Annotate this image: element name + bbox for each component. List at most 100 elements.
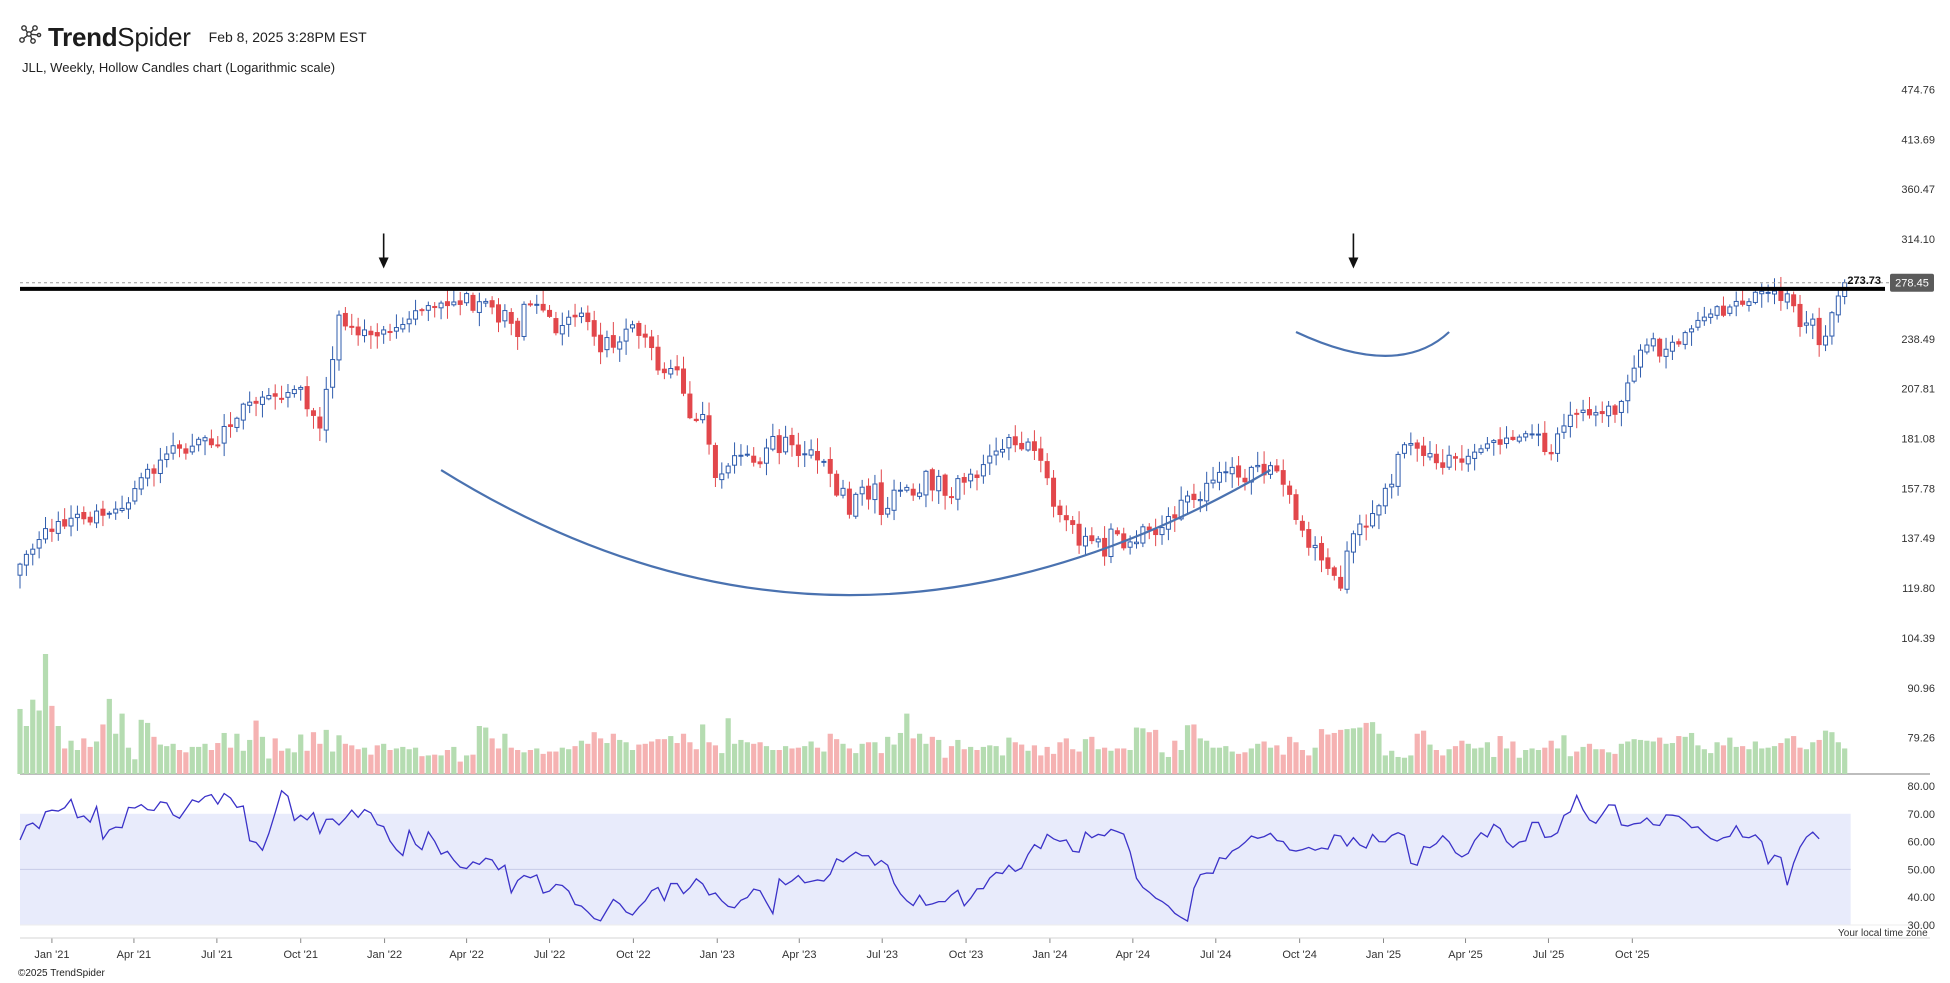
volume-bar (1050, 753, 1057, 774)
candle-body (43, 528, 49, 540)
volume-bar (464, 755, 470, 774)
candle (1338, 565, 1344, 591)
volume-bar (1701, 749, 1707, 774)
candle-body (598, 334, 604, 353)
volume-bar (553, 751, 559, 774)
candle-body (400, 323, 406, 330)
candle (878, 469, 884, 526)
candle (113, 501, 119, 520)
candle (62, 508, 68, 530)
candle-body (681, 368, 687, 394)
candle (189, 433, 195, 455)
volume-bar (1338, 729, 1344, 774)
candle-body (125, 502, 131, 510)
candle (1038, 436, 1044, 473)
cup-arc (440, 469, 1272, 597)
volume-bar (1389, 750, 1395, 774)
candle-body (221, 425, 227, 444)
x-tick-label: Jan '25 (1366, 949, 1401, 961)
candle-body (496, 304, 501, 323)
candle-body (202, 437, 208, 442)
last-price-label: 278.45 (1895, 278, 1929, 290)
candle (751, 447, 757, 467)
candle (444, 288, 450, 319)
candle (885, 496, 891, 518)
candle-body (1759, 290, 1765, 295)
candle (451, 288, 457, 307)
candle (725, 463, 731, 479)
candle-body (821, 460, 827, 463)
volume-bar (1082, 739, 1089, 774)
volume-bar (68, 740, 74, 774)
volume-bar (1829, 732, 1835, 774)
candle-body (1567, 414, 1573, 428)
candle-body (527, 303, 533, 306)
volume-bar (617, 739, 623, 774)
candle (1376, 503, 1382, 530)
candle (81, 506, 87, 525)
candle-body (661, 368, 667, 374)
candle (649, 329, 655, 361)
candle (763, 438, 769, 476)
candle-body (1012, 436, 1018, 446)
candle (1312, 536, 1318, 561)
candle (604, 330, 610, 358)
x-tick-label: Oct '25 (1615, 949, 1650, 961)
candle-body (62, 519, 68, 527)
volume-bar (521, 752, 527, 774)
volume-bar (751, 743, 757, 774)
volume-bar (74, 750, 81, 774)
volume-bar (1612, 753, 1618, 774)
candle (1606, 400, 1612, 427)
candle-body (266, 395, 272, 400)
price-tick-label: 90.96 (1907, 683, 1935, 695)
brand-logo[interactable]: TrendSpider (18, 22, 191, 53)
candle-body (1095, 538, 1101, 543)
volume-bar (1459, 740, 1465, 774)
candle (1401, 442, 1407, 459)
volume-bar (164, 746, 170, 774)
candle-body (725, 465, 731, 474)
volume-bar (865, 742, 872, 774)
candle (642, 324, 648, 348)
candle-body (432, 305, 438, 309)
last-price-badge (1890, 273, 1934, 292)
volume-bar (100, 724, 106, 774)
volume-bar (1631, 739, 1637, 774)
candle-body (1446, 454, 1452, 468)
candle (693, 412, 699, 423)
volume-bar (495, 748, 502, 774)
candle-body (1350, 533, 1356, 553)
candle (1044, 453, 1050, 486)
candle-body (1504, 437, 1510, 445)
volume-bar (1784, 738, 1790, 774)
candle-body (1746, 301, 1752, 306)
candle (929, 467, 935, 502)
candle-body (387, 331, 393, 334)
candle (1223, 461, 1229, 483)
candle-body (1631, 367, 1637, 382)
candle (655, 334, 661, 375)
candle (259, 391, 265, 418)
candle-body (1344, 550, 1350, 590)
candle (1325, 548, 1331, 576)
volume-bar (1835, 742, 1841, 774)
candle-body (1433, 453, 1439, 464)
candle-body (763, 447, 769, 464)
volume-bar (1229, 751, 1235, 774)
candle-body (451, 301, 457, 306)
candle-body (100, 508, 106, 516)
candle-body (687, 393, 693, 419)
volume-bar (1108, 750, 1114, 774)
candle (349, 313, 355, 336)
rsi-tick-label: 60.00 (1907, 837, 1935, 849)
candle (1689, 325, 1695, 346)
candle-body (1172, 514, 1178, 519)
axes-layer: 474.76 413.69 360.47 314.10 238.49 207.81 181.… (20, 84, 1935, 961)
spider-web-icon (18, 23, 42, 52)
candle-body (1682, 332, 1688, 345)
candle (795, 432, 801, 468)
candle (1535, 423, 1541, 447)
brand-name: TrendSpider (48, 22, 191, 53)
